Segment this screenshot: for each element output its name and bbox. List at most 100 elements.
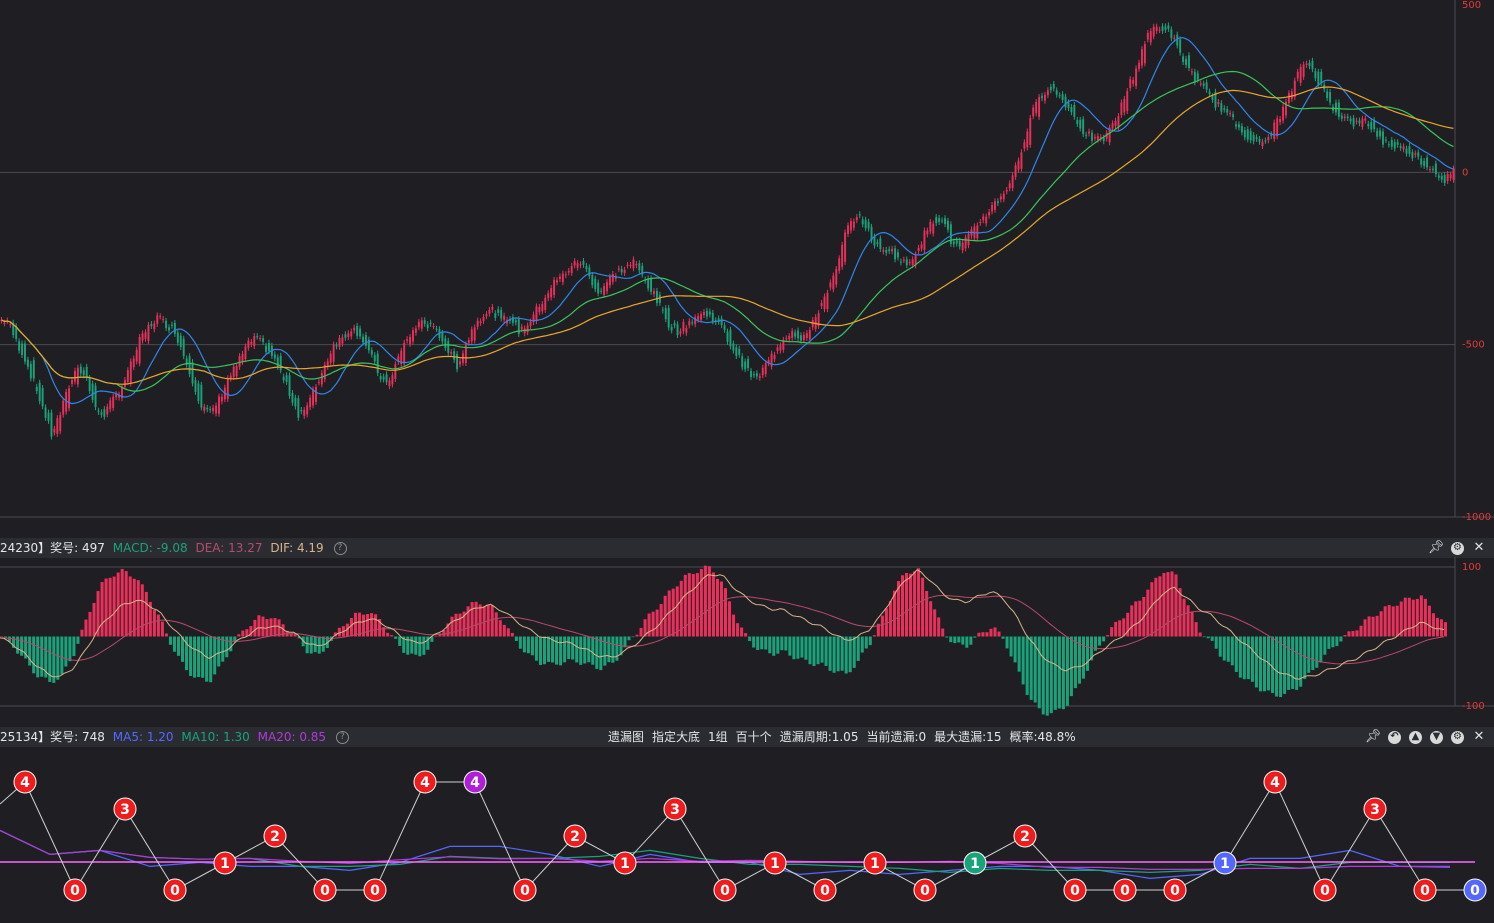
candle-body [173, 322, 176, 334]
macd-chart[interactable]: 100 -100 [0, 557, 1494, 727]
candle-body [176, 332, 179, 343]
candle-body [1393, 142, 1396, 149]
candle-body [729, 329, 732, 347]
macd-bar [583, 636, 587, 664]
settings-icon[interactable]: ⚙ [1451, 730, 1464, 744]
candle-body [1255, 137, 1258, 139]
candle-body [747, 358, 750, 369]
candle-body [1249, 131, 1252, 141]
candle-body [723, 325, 726, 330]
candle-body [873, 236, 876, 246]
macd-bar [233, 636, 237, 643]
pin-icon[interactable]: 📌︎ [1364, 729, 1382, 744]
candle-body [1293, 80, 1296, 98]
macd-bar [1230, 636, 1234, 666]
macd-bar [514, 636, 518, 641]
settings-icon[interactable]: ⚙ [1451, 541, 1464, 555]
candle-body [141, 333, 144, 341]
candlestick-chart[interactable]: 500 0 -500 -1000 [0, 0, 1494, 536]
candle-body [879, 238, 882, 250]
candle-body [708, 311, 711, 315]
main-chart-pane[interactable]: 500 0 -500 -1000 [0, 0, 1494, 536]
macd-bar [1178, 588, 1182, 637]
candle-body [1376, 130, 1379, 137]
macd-bar [691, 574, 695, 637]
help-icon[interactable]: ? [335, 731, 349, 744]
candle-body [511, 317, 514, 323]
candle-body [855, 217, 858, 221]
macd-bar [1435, 617, 1439, 637]
candle-body [894, 248, 897, 260]
macd-bar [1005, 636, 1009, 649]
omission-info: 遗漏图 指定大底 1组 百十个 遗漏周期:1.05 当前遗漏:0 最大遗漏:15 概率:48.… [608, 727, 1084, 747]
candle-body [847, 225, 849, 234]
candle-body [1370, 121, 1373, 130]
macd-value: MACD: -9.08 [112, 541, 188, 555]
candle-body [1170, 29, 1173, 39]
candle-body [406, 339, 409, 341]
candle-body [544, 297, 547, 310]
candle-body [1373, 120, 1376, 130]
macd-pane[interactable]: 100 -100 [0, 557, 1494, 727]
macd-bar [1081, 636, 1085, 679]
macd-bar [812, 636, 816, 667]
candle-body [115, 394, 118, 398]
macd-bar [1311, 636, 1315, 671]
candle-body [229, 375, 232, 379]
macd-bar [985, 632, 989, 637]
candle-body [456, 354, 459, 370]
macd-bar [844, 636, 848, 674]
macd-bar [353, 612, 357, 637]
candle-body [85, 366, 88, 378]
candle-body [73, 370, 76, 382]
macd-bar [1443, 622, 1447, 637]
candle-body [282, 376, 285, 381]
omission-pane[interactable]: 4 0 3 0 1 2 0 0 4 4 0 2 1 3 0 1 0 1 0 1 2 0 0 0 1 4 0 3 0 0 [0, 746, 1494, 923]
candle-body [350, 331, 353, 337]
candle-body [541, 304, 544, 312]
candle-body [1211, 96, 1214, 100]
macd-bar [1351, 631, 1355, 637]
macd-bar [1307, 636, 1311, 673]
move-up-icon[interactable]: ▲ [1409, 730, 1422, 744]
omission-node-label: 0 [1420, 883, 1430, 899]
macd-bar [60, 636, 64, 675]
candle-body [391, 375, 394, 385]
macd-bar [892, 590, 896, 637]
macd-bar [1295, 636, 1299, 690]
macd-bar [534, 636, 538, 661]
macd-bar [1335, 636, 1339, 647]
move-down-icon[interactable]: ▼ [1430, 730, 1443, 744]
ma-green-line [1, 70, 1454, 392]
candle-body [467, 340, 470, 343]
close-icon[interactable]: ✕ [1473, 540, 1485, 555]
candle-body [949, 224, 952, 244]
pin-icon[interactable]: 📌︎ [1427, 540, 1445, 555]
macd-bar [1166, 572, 1170, 637]
candle-body [56, 418, 59, 434]
undo-icon[interactable]: ↶ [1388, 730, 1401, 744]
candle-body [941, 220, 944, 222]
candle-body [573, 261, 576, 266]
macd-bar [1045, 636, 1049, 716]
omission-node-label: 0 [820, 883, 830, 899]
candle-body [802, 334, 805, 341]
candle-body [1111, 123, 1114, 129]
close-icon[interactable]: ✕ [1473, 729, 1485, 744]
omission-info-item: 百十个 [735, 730, 772, 744]
candle-body [135, 349, 138, 362]
candle-body [638, 263, 641, 271]
macd-bar [715, 578, 719, 637]
candle-body [1076, 119, 1079, 124]
macd-bar [744, 633, 748, 637]
candle-body [1349, 118, 1352, 122]
omission-info-item: 概率:48.8% [1009, 730, 1076, 744]
omission-chart[interactable]: 4 0 3 0 1 2 0 0 4 4 0 2 1 3 0 1 0 1 0 1 2 0 0 0 1 4 0 3 0 0 [0, 746, 1494, 923]
candle-body [1188, 55, 1190, 69]
help-icon[interactable]: ? [333, 542, 347, 555]
candle-body [53, 428, 56, 433]
candle-body [191, 362, 194, 384]
macd-bar [498, 620, 502, 637]
macd-bar [551, 636, 555, 663]
omission-node-label: 1 [870, 856, 880, 872]
